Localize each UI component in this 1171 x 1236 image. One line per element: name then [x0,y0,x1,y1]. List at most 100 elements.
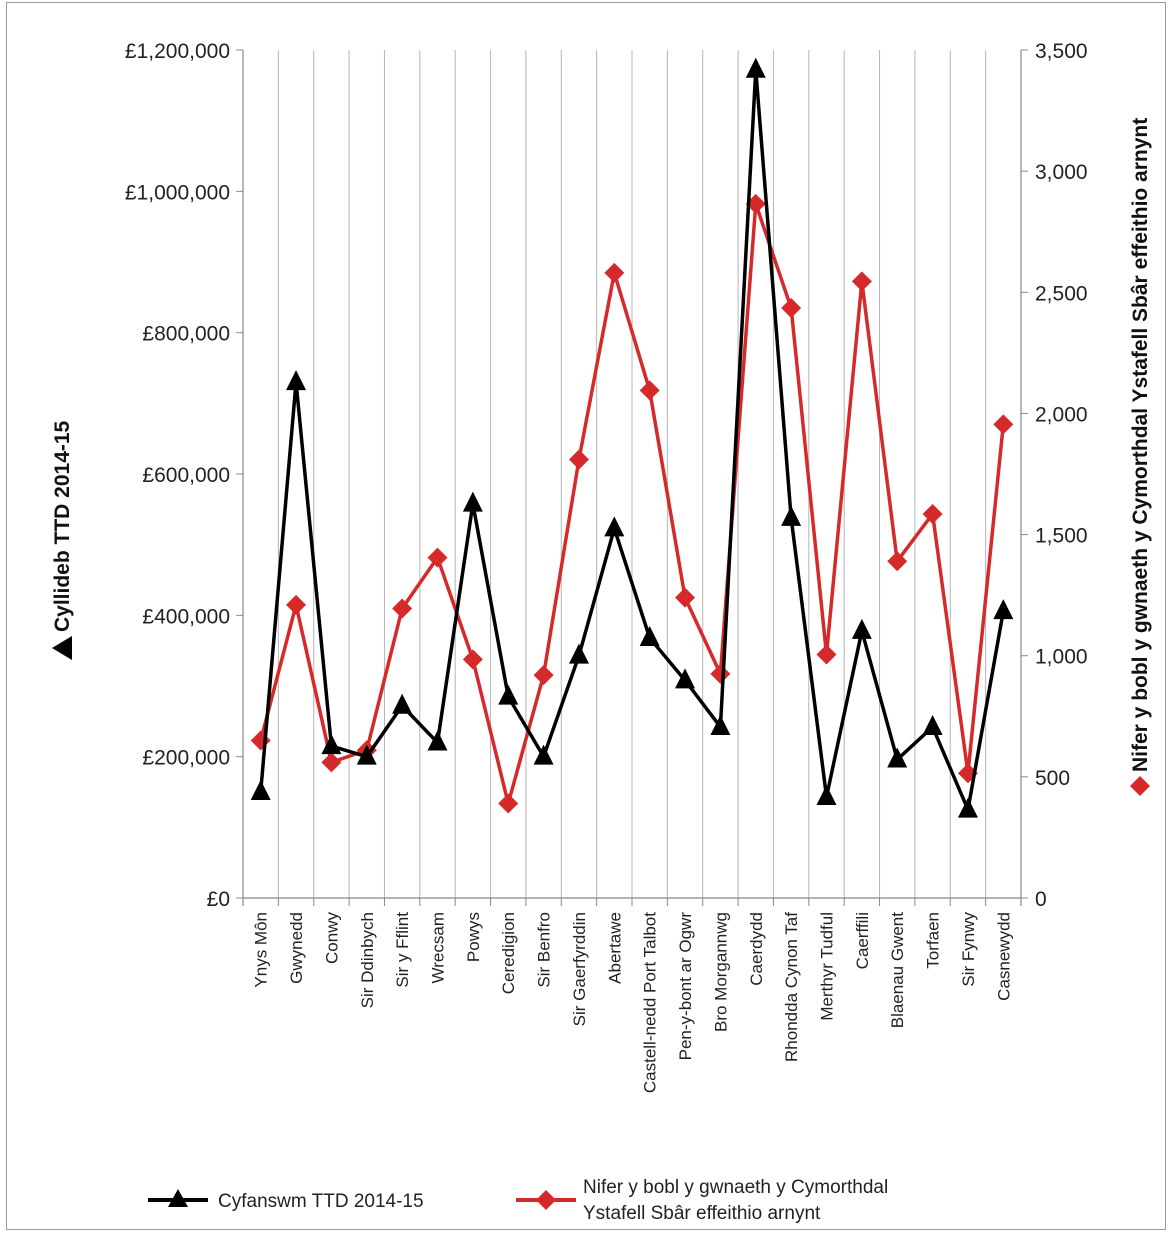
data-point [286,594,307,615]
data-point [957,797,978,818]
data-point [392,693,413,714]
legend-label-affected-line1: Nifer y bobl y gwnaeth y Cymorthdal [583,1177,888,1198]
data-point [498,793,519,814]
data-point [427,547,448,568]
data-point [993,414,1014,435]
right-axis-label: Nifer y bobl y gwnaeth y Cymorthdal Ysta… [1129,118,1152,772]
legend-label-affected-line2: Ystafell Sbâr effeithio arnynt [583,1203,821,1224]
category-label: Ynys Môn [252,912,271,988]
category-label: Caerdydd [747,912,766,986]
data-point [568,643,589,664]
left-tick-label: £200,000 [142,747,230,770]
data-point [745,193,766,214]
data-point [781,298,802,319]
data-point [639,625,660,646]
right-tick-label: 500 [1035,767,1070,790]
data-point [604,516,625,537]
data-point [816,784,837,805]
diamond-marker-icon [536,1190,556,1210]
left-tick-label: £0 [207,888,230,911]
category-label: Wrecsam [429,912,448,983]
data-point [498,684,519,705]
data-point [887,747,908,768]
data-point [356,744,377,765]
data-point [286,370,307,391]
data-point [427,730,448,751]
left-tick-label: £800,000 [142,323,230,346]
category-label: Conwy [322,912,341,964]
right-tick-label: 1,500 [1035,525,1088,548]
series-total-budget [250,57,1014,818]
left-axis-title: Cyllideb TTD 2014-15 [51,420,74,660]
data-point [887,551,908,572]
right-tick-label: 0 [1035,888,1047,911]
data-point [675,668,696,689]
legend-label-total: Cyfanswm TTD 2014-15 [218,1191,424,1212]
series-line [258,69,1006,816]
category-label: Sir y Fflint [393,912,412,988]
data-point [533,665,554,686]
category-label: Ceredigion [499,912,518,994]
left-tick-label: £600,000 [142,464,230,487]
category-label: Sir Benfro [535,912,554,988]
series-people-affected [250,193,1014,814]
data-point [922,503,943,524]
axes [242,50,1022,906]
legend-item-total: Cyfanswm TTD 2014-15 [148,1189,424,1212]
triangle-marker-icon [52,636,72,660]
data-point [710,714,731,735]
data-point [639,380,660,401]
data-point [816,644,837,665]
category-label: Abertawe [605,912,624,984]
data-point [568,449,589,470]
data-point [321,734,342,755]
category-label: Casnewydd [994,912,1013,1001]
right-tick-label: 3,000 [1035,161,1088,184]
category-label: Powys [464,912,483,962]
data-point [922,714,943,735]
series-layer [250,57,1014,818]
data-point [851,271,872,292]
diamond-marker-icon [1130,776,1150,796]
triangle-marker-icon [168,1189,188,1207]
data-point [781,505,802,526]
category-label: Sir Fynwy [959,912,978,987]
data-point [745,57,766,78]
category-label: Rhondda Cynon Taf [782,912,801,1062]
data-point [321,752,342,773]
legend: Cyfanswm TTD 2014-15 Nifer y bobl y gwna… [148,1177,888,1224]
right-tick-label: 2,000 [1035,403,1088,426]
category-label: Gwynedd [287,912,306,984]
data-point [250,780,271,800]
right-axis-ticks: 0 500 1,000 1,500 2,000 2,500 3,000 3,500 [1021,40,1088,911]
category-label: Torfaen [924,912,943,969]
category-labels: Ynys Môn Gwynedd Conwy Sir Ddinbych Sir y Ff… [252,912,1014,1094]
data-point [604,262,625,283]
left-tick-label: £1,200,000 [125,40,230,63]
category-label: Bro Morgannwg [711,912,730,1032]
data-point [250,730,271,751]
category-label: Castell-nedd Port Talbot [641,912,660,1093]
category-label: Sir Ddinbych [358,912,377,1008]
right-tick-label: 3,500 [1035,40,1088,63]
category-label: Pen-y-bont ar Ogwr [676,912,695,1061]
right-tick-label: 2,500 [1035,282,1088,305]
left-tick-label: £1,000,000 [125,181,230,204]
data-point [462,649,483,670]
category-label: Sir Gaerfyrddin [570,912,589,1026]
gridlines [277,50,987,898]
data-point [462,491,483,512]
data-point [675,587,696,608]
right-tick-label: 1,000 [1035,646,1088,669]
category-label: Merthyr Tudful [818,912,837,1021]
data-point [993,599,1014,620]
data-point [533,744,554,765]
data-point [710,663,731,684]
series-line [258,203,1006,811]
left-axis-ticks: £0 £200,000 £400,000 £600,000 £800,000 £1,000… [125,40,243,911]
category-label: Blaenau Gwent [888,912,907,1029]
data-point [851,618,872,639]
left-tick-label: £400,000 [142,605,230,628]
left-axis-label: Cyllideb TTD 2014-15 [51,420,74,632]
